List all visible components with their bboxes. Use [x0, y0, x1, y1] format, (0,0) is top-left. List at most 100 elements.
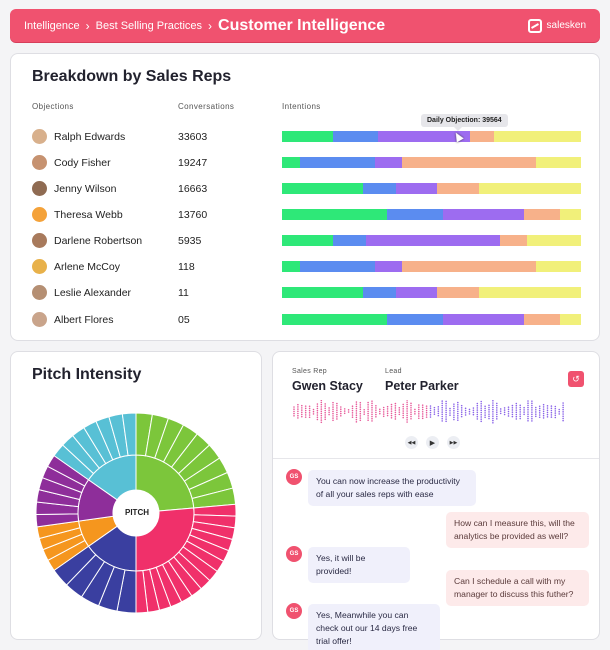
- intention-segment[interactable]: [494, 131, 581, 142]
- waveform-dot: [371, 411, 373, 413]
- intention-segment[interactable]: [470, 131, 495, 142]
- intention-segment[interactable]: [299, 261, 375, 272]
- intention-segment[interactable]: [282, 287, 363, 298]
- waveform-dot: [382, 408, 385, 411]
- waveform-dot: [320, 401, 323, 404]
- intention-segment[interactable]: [282, 131, 333, 142]
- intention-segment[interactable]: [437, 287, 480, 298]
- waveform-dot: [351, 412, 354, 414]
- sunburst-center[interactable]: [114, 491, 158, 535]
- rep-row[interactable]: Cody Fisher 19247: [11, 153, 599, 173]
- objections-header: Objections: [32, 102, 74, 111]
- intention-segment[interactable]: [443, 314, 525, 325]
- intention-segment[interactable]: [500, 235, 528, 246]
- waveform-dot: [531, 417, 533, 420]
- intention-bar[interactable]: [282, 209, 581, 220]
- intention-bar[interactable]: [282, 261, 581, 272]
- intention-segment[interactable]: [560, 209, 581, 220]
- intention-segment[interactable]: [395, 183, 438, 194]
- sunburst-segment[interactable]: [121, 412, 137, 457]
- intention-segment[interactable]: [386, 314, 444, 325]
- waveform-dot: [515, 402, 518, 405]
- pitch-sunburst-chart[interactable]: [35, 412, 237, 614]
- waveform-dot: [492, 419, 494, 422]
- intention-segment[interactable]: [437, 183, 480, 194]
- breadcrumb-best-selling-practices[interactable]: Best Selling Practices: [95, 19, 203, 32]
- intention-segment[interactable]: [299, 157, 375, 168]
- waveform-dot: [554, 412, 557, 414]
- intention-segment[interactable]: [374, 261, 402, 272]
- intention-segment[interactable]: [386, 209, 444, 220]
- play-button[interactable]: ▶: [426, 436, 439, 449]
- avatar: [32, 259, 47, 274]
- intention-segment[interactable]: [479, 287, 581, 298]
- audio-waveform[interactable]: [290, 400, 566, 424]
- intention-bar[interactable]: [282, 314, 581, 325]
- waveform-dot: [324, 403, 326, 405]
- header-bar: Intelligence › Best Selling Practices › …: [10, 9, 600, 42]
- waveform-dot: [421, 413, 424, 415]
- intention-segment[interactable]: [362, 287, 396, 298]
- waveform-dot: [332, 401, 334, 404]
- fast-forward-button[interactable]: ▶▶: [447, 436, 460, 449]
- intention-segment[interactable]: [282, 314, 387, 325]
- intention-segment[interactable]: [560, 314, 581, 325]
- waveform-dot: [340, 415, 342, 417]
- rep-row[interactable]: Ralph Edwards 33603: [11, 127, 599, 147]
- avatar: [32, 312, 47, 327]
- intention-segment[interactable]: [282, 209, 387, 220]
- waveform-dot: [441, 406, 443, 409]
- waveform-dot: [445, 416, 447, 418]
- rewind-button[interactable]: ◀◀: [405, 436, 418, 449]
- rep-row[interactable]: Theresa Webb 13760: [11, 205, 599, 225]
- avatar: [32, 129, 47, 144]
- breadcrumb-intelligence[interactable]: Intelligence: [24, 19, 80, 32]
- waveform-dot: [445, 411, 447, 414]
- intention-segment[interactable]: [401, 261, 537, 272]
- waveform-dot: [390, 403, 393, 406]
- rep-row[interactable]: Leslie Alexander 11: [11, 283, 599, 303]
- intention-segment[interactable]: [536, 261, 581, 272]
- waveform-dot: [418, 415, 420, 417]
- intention-segment[interactable]: [282, 157, 300, 168]
- intention-segment[interactable]: [527, 235, 581, 246]
- waveform-dot: [410, 402, 412, 405]
- waveform-dot: [410, 404, 412, 407]
- waveform-dot: [496, 404, 498, 407]
- intention-segment[interactable]: [332, 131, 378, 142]
- intention-segment[interactable]: [443, 209, 525, 220]
- waveform-dot: [343, 410, 346, 412]
- rep-row[interactable]: Albert Flores 05: [11, 310, 599, 330]
- intention-bar[interactable]: [282, 157, 581, 168]
- intention-segment[interactable]: [524, 209, 561, 220]
- intention-segment[interactable]: [536, 157, 581, 168]
- intention-segment[interactable]: [365, 235, 501, 246]
- rep-row[interactable]: Arlene McCoy 118: [11, 257, 599, 277]
- intention-bar[interactable]: [282, 287, 581, 298]
- intention-bar[interactable]: [282, 183, 581, 194]
- intention-segment[interactable]: [282, 183, 363, 194]
- intention-segment[interactable]: [524, 314, 561, 325]
- intention-segment[interactable]: [377, 131, 471, 142]
- waveform-dot: [336, 404, 338, 407]
- waveform-dot: [316, 403, 319, 405]
- waveform-dot: [367, 408, 369, 410]
- intention-segment[interactable]: [332, 235, 366, 246]
- intention-segment[interactable]: [374, 157, 402, 168]
- intention-segment[interactable]: [282, 261, 300, 272]
- waveform-dot: [546, 407, 549, 409]
- waveform-dot: [406, 410, 408, 412]
- intention-segment[interactable]: [395, 287, 438, 298]
- intention-bar[interactable]: [282, 131, 581, 142]
- waveform-dot: [480, 418, 482, 420]
- share-button[interactable]: ↺: [568, 371, 584, 387]
- intention-segment[interactable]: [479, 183, 581, 194]
- intention-bar[interactable]: [282, 235, 581, 246]
- intention-segment[interactable]: [362, 183, 396, 194]
- chevron-right-icon: ›: [85, 18, 90, 33]
- rep-row[interactable]: Darlene Robertson 5935: [11, 231, 599, 251]
- intention-segment[interactable]: [401, 157, 537, 168]
- rep-row[interactable]: Jenny Wilson 16663: [11, 179, 599, 199]
- intention-segment[interactable]: [282, 235, 333, 246]
- waveform-dot: [480, 409, 482, 412]
